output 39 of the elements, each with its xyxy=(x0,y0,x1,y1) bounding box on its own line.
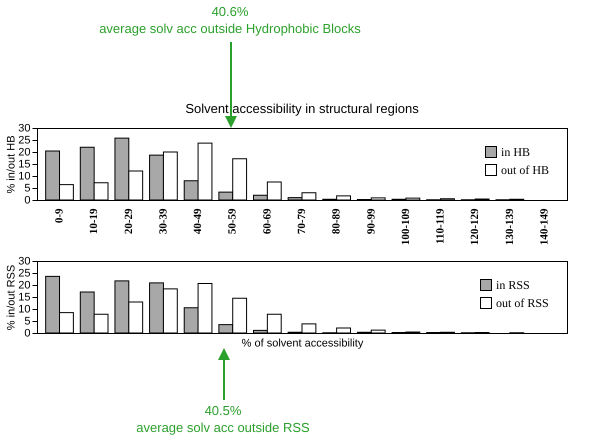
x-tick-label: 90-99 xyxy=(365,208,378,234)
x-tick-label: 140-149 xyxy=(538,208,550,246)
x-tick-label: 100-109 xyxy=(400,208,412,246)
y-tick-label: 20 xyxy=(18,280,30,292)
x-tick-label: 40-49 xyxy=(192,208,204,234)
text: 40.6% average solv acc outside Hydrophobic Blocks xyxy=(98,3,362,37)
legend-label: in RSS xyxy=(496,278,530,292)
y-tick-label: 5 xyxy=(24,182,30,194)
x-tick-label: 50-59 xyxy=(226,208,239,234)
legend-label: out of HB xyxy=(501,163,549,177)
x-tick-label: 110-119 xyxy=(434,208,447,244)
legend-label: out of RSS xyxy=(496,296,549,310)
y-tick-label: 20 xyxy=(18,146,30,158)
x-tick-label: 0-9 xyxy=(54,208,66,224)
text: 40.5% average solv acc outside RSS xyxy=(135,402,311,436)
y-axis-title: % in/out HB xyxy=(5,135,18,194)
y-tick-label: 0 xyxy=(24,194,30,206)
x-tick-label: 20-29 xyxy=(122,208,135,234)
y-tick-label: 15 xyxy=(18,292,30,304)
y-tick-label: 15 xyxy=(18,158,30,170)
x-tick-label: 60-69 xyxy=(261,208,274,234)
x-tick-label: 70-79 xyxy=(296,208,308,234)
y-tick-label: 30 xyxy=(18,122,30,134)
y-axis-title: % in/out RSS xyxy=(5,264,18,330)
x-axis-title: % of solvent accessibility xyxy=(242,338,364,350)
x-tick-label: 80-89 xyxy=(330,208,343,234)
chart-title: Solvent accessibility in structural regions xyxy=(185,101,420,116)
y-tick-label: 0 xyxy=(24,328,30,340)
y-tick-label: 25 xyxy=(18,268,30,280)
y-tick-label: 10 xyxy=(18,170,30,182)
x-tick-label: 120-129 xyxy=(469,208,482,246)
x-tick-label: 10-19 xyxy=(88,208,100,234)
y-tick-label: 10 xyxy=(18,304,30,316)
y-tick-label: 30 xyxy=(18,256,30,268)
x-tick-label: 130-139 xyxy=(504,208,516,246)
y-tick-label: 5 xyxy=(24,316,30,328)
x-tick-label: 30-39 xyxy=(157,208,170,234)
legend-label: in HB xyxy=(501,145,530,159)
y-tick-label: 25 xyxy=(18,134,30,146)
